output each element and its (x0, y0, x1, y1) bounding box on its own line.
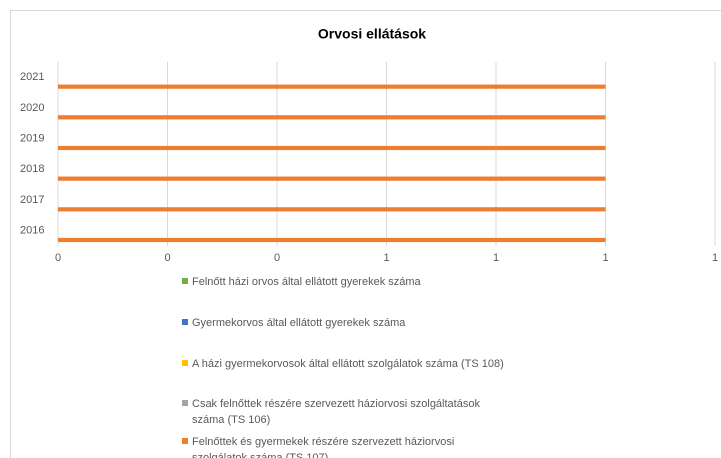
y-tick-label: 2020 (20, 102, 44, 114)
bar (58, 207, 606, 212)
bar (58, 237, 606, 243)
x-tick-label: 0 (55, 252, 61, 264)
legend-item: Felnőtt házi orvos által ellátott gyerek… (180, 274, 590, 290)
chart-frame (10, 10, 721, 458)
y-tick-label: 2021 (20, 71, 44, 83)
legend-swatch (182, 319, 188, 325)
legend-label: Felnőtt házi orvos által ellátott gyerek… (192, 276, 421, 288)
legend-label: Csak felnőttek részére szervezett házior… (192, 398, 480, 426)
bar (58, 115, 606, 120)
legend-item: Csak felnőttek részére szervezett házior… (180, 396, 510, 428)
legend-label: A házi gyermekorvosok által ellátott szo… (192, 358, 504, 370)
legend-label: Felnőttek és gyermekek részére szervezet… (192, 436, 455, 458)
legend-item: Gyermekorvos által ellátott gyerekek szá… (180, 315, 590, 331)
x-tick-label: 0 (164, 252, 170, 264)
bar (58, 176, 606, 181)
legend-swatch (182, 360, 188, 366)
x-tick-label: 1 (493, 252, 499, 264)
legend-item: Felnőttek és gyermekek részére szervezet… (180, 434, 510, 458)
legend-swatch (182, 400, 188, 406)
x-tick-label: 0 (274, 252, 280, 264)
chart-title: Orvosi ellátások (318, 26, 426, 42)
legend-item: A házi gyermekorvosok által ellátott szo… (180, 356, 510, 372)
legend-swatch (182, 438, 188, 444)
x-tick-label: 1 (383, 252, 389, 264)
x-tick-label: 1 (712, 252, 718, 264)
y-tick-label: 2019 (20, 133, 44, 145)
legend-label: Gyermekorvos által ellátott gyerekek szá… (192, 317, 406, 329)
bar (58, 145, 606, 151)
bar (58, 84, 606, 89)
legend-swatch (182, 278, 188, 284)
y-tick-label: 2016 (20, 225, 44, 237)
y-tick-label: 2018 (20, 163, 44, 175)
y-tick-label: 2017 (20, 194, 44, 206)
x-tick-label: 1 (602, 252, 608, 264)
